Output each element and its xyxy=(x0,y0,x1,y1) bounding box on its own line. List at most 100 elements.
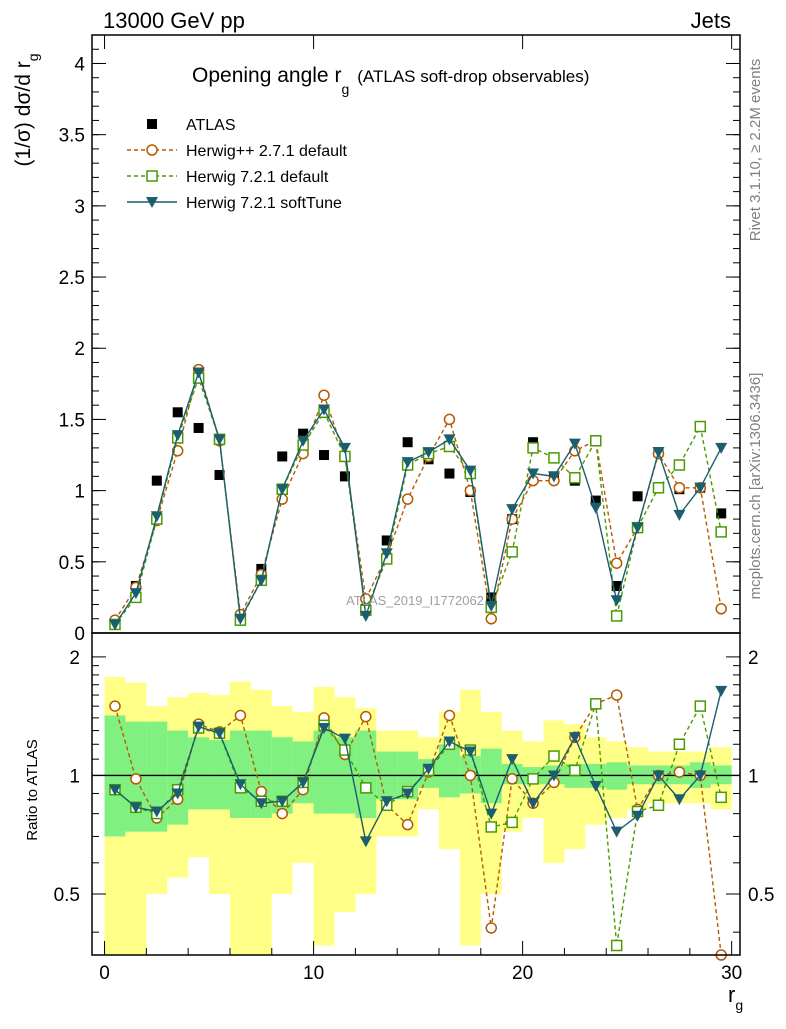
series-3-point-16 xyxy=(443,434,456,446)
uncertainty-band-outer-7 xyxy=(250,689,272,955)
ratio-series-2-point-28 xyxy=(694,770,707,782)
x-tick-label-2: 20 xyxy=(512,963,533,984)
series-1-point-16 xyxy=(443,413,456,426)
ratio-y-tick-label-right-0: 0.5 xyxy=(748,885,774,906)
uncertainty-band-inner-4 xyxy=(188,737,210,810)
series-2-point-22 xyxy=(569,472,581,484)
series-3-point-22 xyxy=(568,438,581,450)
main-y-axis-label-sub: g xyxy=(25,53,41,61)
series-1-point-18 xyxy=(485,613,498,625)
series-3-point-29 xyxy=(715,442,728,454)
chart-title-suffix: (ATLAS soft-drop observables) xyxy=(357,67,589,86)
series-0-point-5 xyxy=(214,469,225,480)
y-tick-label-4: 2 xyxy=(74,339,85,360)
series-3-point-14 xyxy=(401,457,414,469)
ratio-series-2-point-10 xyxy=(318,722,331,734)
ratio-series-0-point-19 xyxy=(506,773,518,785)
series-3-point-25 xyxy=(631,522,644,534)
series-3-point-10 xyxy=(318,404,331,416)
series-0-point-18 xyxy=(486,592,497,603)
series-2-point-28 xyxy=(694,420,707,433)
series-3-point-27 xyxy=(673,509,686,521)
series-2-point-19 xyxy=(506,546,518,558)
ratio-panel-frame xyxy=(91,632,741,956)
series-1-point-24 xyxy=(610,557,623,569)
ratio-series-2-point-15 xyxy=(422,763,435,775)
series-3-point-12 xyxy=(359,610,372,622)
ratio-series-2-point-17 xyxy=(464,746,477,758)
legend-marker-3 xyxy=(146,197,158,208)
y-tick-label-5: 2.5 xyxy=(59,268,85,289)
legend: ATLAS Herwig++ 2.7.1 default Herwig 7.2.1 … xyxy=(127,117,348,212)
ratio-series-0-point-18 xyxy=(485,922,498,934)
ratio-series-2-point-20 xyxy=(527,798,540,810)
series-0-point-24 xyxy=(611,581,622,592)
main-y-axis-label-group: (1/σ) dσ/d rg xyxy=(12,53,41,166)
series-2-point-29 xyxy=(715,526,727,538)
series-0-point-10 xyxy=(319,450,330,461)
ratio-series-2-point-9 xyxy=(297,777,310,789)
series-3-point-8 xyxy=(276,484,289,496)
ratio-series-2-point-27 xyxy=(673,794,686,806)
ratio-series-1-point-19 xyxy=(506,816,518,829)
ratio-series-2-point-12 xyxy=(359,836,372,848)
series-2-point-26 xyxy=(652,482,665,494)
series-1-point-29 xyxy=(715,603,727,615)
uncertainty-band-outer-6 xyxy=(229,681,251,955)
ratio-y-tick-label-1: 1 xyxy=(69,766,80,787)
series-1-point-10 xyxy=(318,389,330,401)
series-line-3 xyxy=(114,370,722,625)
ratio-series-0-point-1 xyxy=(130,773,142,785)
ratio-plot-area xyxy=(92,676,740,961)
series-0-point-3 xyxy=(172,407,183,418)
series-3-point-7 xyxy=(255,575,268,587)
main-y-axis-label-main: (1/σ) dσ/d r xyxy=(12,61,35,166)
ratio-series-1-point-24 xyxy=(610,939,623,952)
y-tick-label-3: 1.5 xyxy=(59,410,85,431)
ratio-series-2-point-24 xyxy=(610,826,623,838)
legend-marker-0 xyxy=(147,119,157,129)
ratio-series-0-point-7 xyxy=(255,785,268,798)
ratio-series-2-point-11 xyxy=(338,733,351,745)
x-axis-label: rg xyxy=(728,982,743,1013)
series-3-point-19 xyxy=(506,504,519,516)
category-label: Jets xyxy=(691,8,731,33)
y-tick-label-7: 3.5 xyxy=(59,126,85,147)
ratio-series-1-point-23 xyxy=(590,698,602,710)
legend-label-1: Herwig++ 2.7.1 default xyxy=(186,143,348,160)
ratio-series-1-point-18 xyxy=(485,821,498,833)
series-2-point-24 xyxy=(610,610,623,622)
ratio-series-2-point-4 xyxy=(192,721,205,733)
uncertainty-band-outer-17 xyxy=(459,689,481,946)
ratio-series-0-point-0 xyxy=(109,700,121,712)
ratio-series-2-point-16 xyxy=(443,736,456,748)
series-1-point-14 xyxy=(401,493,414,505)
series-2-point-21 xyxy=(548,452,560,464)
series-2-point-27 xyxy=(673,459,686,471)
series-3-point-0 xyxy=(108,619,121,631)
ratio-y-tick-label-2: 2 xyxy=(69,648,80,669)
ratio-series-1-point-26 xyxy=(652,799,665,812)
ratio-series-2-point-13 xyxy=(380,796,393,808)
ratio-series-1-point-22 xyxy=(569,764,581,777)
ratio-series-0-point-16 xyxy=(443,709,456,722)
series-3-point-6 xyxy=(234,613,247,625)
ratio-series-2-point-7 xyxy=(255,798,268,810)
ratio-series-2-point-26 xyxy=(652,770,665,782)
series-3-point-21 xyxy=(547,471,560,483)
uncertainty-band-inner-10 xyxy=(313,730,335,814)
ratio-series-2-point-19 xyxy=(506,754,519,766)
ratio-series-2-point-25 xyxy=(631,810,644,822)
series-3-point-4 xyxy=(192,367,205,379)
y-tick-label-1: 0.5 xyxy=(59,553,85,574)
ratio-panel: 0.5 0.51 12 20 10 20 30 Ratio to ATLAS rg xyxy=(24,632,774,1013)
ratio-series-1-point-11 xyxy=(339,744,351,756)
ratio-series-1-point-27 xyxy=(673,738,686,751)
ratio-series-0-point-17 xyxy=(464,769,477,782)
main-y-axis-label: (1/σ) dσ/d rg xyxy=(12,53,41,166)
chart-title-sub: g xyxy=(341,81,349,97)
ratio-series-0-point-6 xyxy=(234,709,247,722)
ratio-series-0-point-24 xyxy=(610,689,623,701)
y-tick-label-6: 3 xyxy=(74,197,85,218)
mcplots-label: mcplots.cern.ch [arXiv:1306.3436] xyxy=(747,373,764,600)
